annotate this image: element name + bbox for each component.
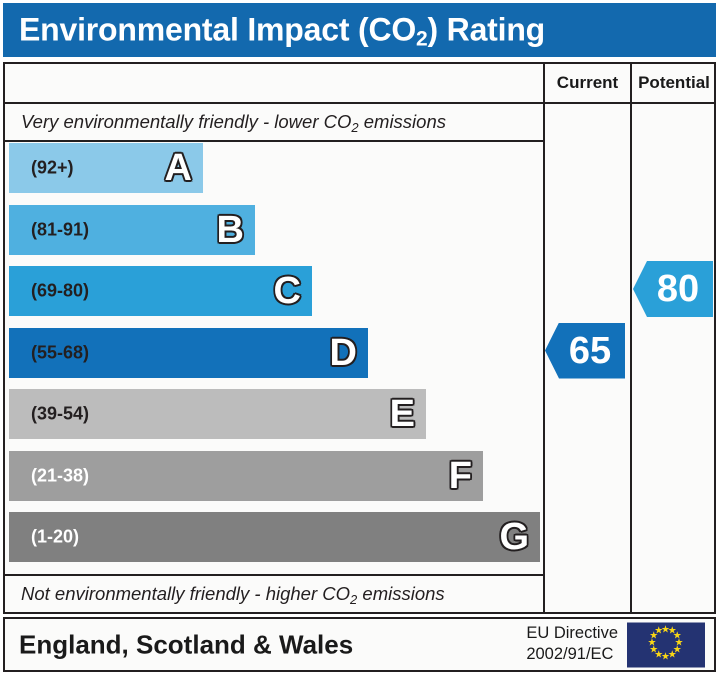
footer-region-label: England, Scotland & Wales — [19, 629, 354, 659]
band-d-range: (55-68) — [31, 342, 90, 362]
page-title-main: Environmental Impact (CO — [19, 11, 417, 48]
caption-bottom-post: emissions — [357, 583, 445, 604]
band-c-letter: C — [273, 270, 301, 312]
star-glyph: ★ — [674, 637, 684, 649]
star-glyph: ★ — [672, 644, 682, 656]
band-c-range: (69-80) — [31, 280, 90, 301]
band-d: (55-68) D — [9, 327, 368, 378]
star-glyph: ★ — [667, 625, 677, 637]
rating-bands: (92+) A (81-91) B (69-80) C (55-68) D (39-54) E (2… — [5, 142, 543, 574]
star-glyph: ★ — [647, 637, 657, 649]
band-a: (92+) A — [9, 143, 203, 193]
band-g-letter: G — [499, 516, 529, 558]
star-glyph: ★ — [672, 630, 682, 642]
band-e-letter: E — [389, 393, 415, 435]
band-e: (39-54) E — [9, 389, 426, 439]
band-e-range: (39-54) — [31, 403, 90, 424]
caption-bottom-divider — [5, 574, 543, 576]
band-g: (1-20) G — [9, 512, 540, 562]
star-glyph: ★ — [661, 651, 670, 662]
page-title-tail: ) Rating — [427, 11, 546, 48]
caption-top-post: emissions — [358, 111, 446, 132]
band-b-range: (81-91) — [31, 219, 90, 239]
caption-bottom: Not environmentally friendly - higher CO… — [5, 576, 543, 612]
band-c: (69-80) C — [9, 266, 312, 316]
star-glyph: ★ — [654, 625, 664, 637]
caption-bottom-subscript: 2 — [350, 592, 358, 607]
star-glyph: ★ — [649, 630, 659, 642]
page-title-subscript: 2 — [416, 27, 428, 51]
star-glyph: ★ — [667, 649, 677, 661]
eu-flag-icon: ★ ★ ★ ★ ★ ★ ★ ★ ★ ★ ★ ★ — [627, 622, 705, 667]
band-f-letter: F — [448, 454, 472, 497]
band-f-range: (21-38) — [31, 465, 90, 485]
caption-top-divider — [5, 140, 543, 142]
current-rating-arrow: 65 — [545, 322, 625, 379]
caption-top-subscript: 2 — [351, 120, 359, 135]
star-glyph: ★ — [654, 649, 664, 661]
band-d-letter: D — [329, 331, 357, 374]
band-g-range: (1-20) — [31, 526, 80, 547]
band-a-letter: A — [164, 147, 192, 189]
potential-column-divider — [630, 64, 632, 612]
header-divider — [5, 102, 714, 104]
page-title: Environmental Impact (CO2) Rating — [19, 11, 546, 51]
caption-bottom-pre: Not environmentally friendly - higher CO — [21, 583, 351, 604]
chart-title-bar: Environmental Impact (CO2) Rating — [3, 3, 716, 57]
band-b-letter: B — [216, 208, 244, 251]
caption-top: Very environmentally friendly - lower CO… — [5, 104, 543, 140]
footer-bar: England, Scotland & Wales EU Directive 2… — [3, 617, 716, 672]
star-glyph: ★ — [649, 644, 659, 656]
current-column-divider — [543, 64, 545, 612]
potential-rating-arrow: 80 — [633, 261, 713, 317]
current-column-header: Current — [556, 73, 619, 92]
footer-directive-line2: 2002/91/EC — [526, 645, 614, 664]
footer-directive-label: EU Directive 2002/91/EC — [526, 623, 618, 667]
caption-top-pre: Very environmentally friendly - lower CO — [21, 111, 352, 132]
footer-directive-line1: EU Directive — [526, 623, 618, 642]
band-b: (81-91) B — [9, 204, 255, 255]
potential-column-header: Potential — [638, 73, 710, 92]
band-a-range: (92+) — [31, 157, 74, 178]
band-f: (21-38) F — [9, 450, 483, 501]
star-glyph: ★ — [661, 624, 670, 635]
